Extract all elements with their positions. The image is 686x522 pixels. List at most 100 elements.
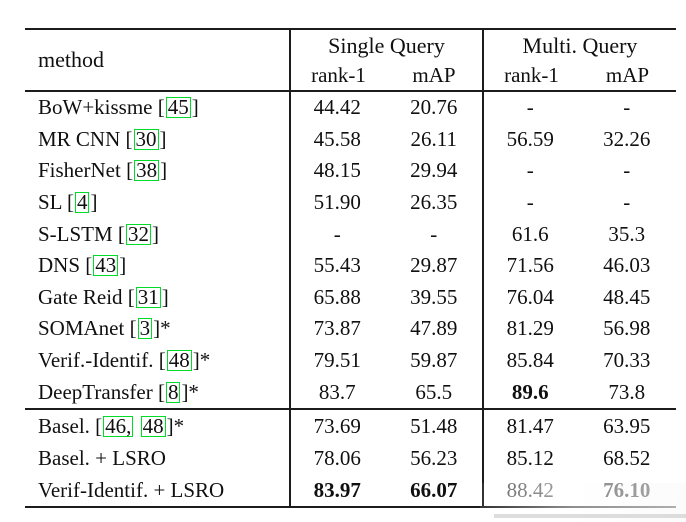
- method-text: SOMAnet [: [38, 316, 137, 341]
- table-row: Verif-Identif. + LSRO 83.97 66.07 88.42 76.1…: [25, 474, 676, 506]
- table-body-published-methods: BoW+kissme [45] 44.42 20.76- - MR CNN [30] 45…: [25, 92, 676, 408]
- value-cell-single_mAP: 39.55: [410, 284, 458, 309]
- method-cell: DeepTransfer [8]*: [25, 380, 289, 405]
- subheader-multi-map: mAP: [605, 63, 650, 87]
- value-cell-multi_mAP: -: [623, 190, 631, 215]
- citation-link[interactable]: 31: [135, 284, 161, 309]
- value-cell-multi_rank1: 85.84: [506, 348, 554, 373]
- table-row: Basel. [46, 48]* 73.69 51.48 81.47 63.95: [25, 410, 676, 442]
- value-cell-multi_rank1: 56.59: [506, 126, 554, 151]
- citation-link[interactable]: 48: [140, 413, 166, 438]
- value-cell-multi_rank1: 89.6: [511, 379, 549, 404]
- method-text: ]: [159, 126, 167, 151]
- value-cell-single_rank1: 51.90: [313, 190, 361, 215]
- value-cell-single_rank1: 44.42: [313, 95, 361, 120]
- value-cell-multi_rank1: -: [526, 158, 534, 183]
- method-cell: DNS [43]: [25, 253, 289, 278]
- value-cell-single_rank1: -: [333, 221, 341, 246]
- citation-link[interactable]: 30: [133, 126, 159, 151]
- method-text: MR CNN [: [38, 126, 133, 151]
- method-text: FisherNet [: [38, 158, 134, 183]
- method-text: ]: [160, 158, 168, 183]
- value-cell-single_mAP: 29.87: [410, 253, 458, 278]
- value-cell-single_mAP: 59.87: [410, 348, 458, 373]
- citation-link[interactable]: 46,: [103, 413, 134, 438]
- value-cell-multi_rank1: -: [526, 190, 534, 215]
- value-cell-multi_rank1: 61.6: [511, 221, 549, 246]
- value-cell-multi_mAP: 46.03: [603, 253, 651, 278]
- table-row: SL [4] 51.90 26.35 - -: [25, 187, 676, 219]
- multi-query-group-header: Multi. Query: [522, 33, 638, 58]
- method-text: Basel. + LSRO: [38, 445, 166, 470]
- method-text: Verif.-Identif. [: [38, 348, 166, 373]
- value-cell-multi_rank1: -: [526, 95, 534, 120]
- method-cell: SOMAnet [3]*: [25, 316, 289, 341]
- value-cell-single_rank1: 48.15: [313, 158, 361, 183]
- method-text: ]: [90, 190, 98, 215]
- method-text: BoW+kissme [: [38, 95, 165, 120]
- method-cell: FisherNet [38]: [25, 158, 289, 183]
- value-cell-multi_rank1: 88.42: [506, 477, 554, 502]
- table-row: BoW+kissme [45] 44.42 20.76 - -: [25, 92, 676, 124]
- citation-link[interactable]: 45: [165, 95, 191, 120]
- value-cell-multi_mAP: 35.3: [608, 221, 646, 246]
- value-cell-multi_rank1: 85.12: [506, 445, 554, 470]
- value-cell-multi_mAP: -: [623, 158, 631, 183]
- citation-link[interactable]: 32: [125, 221, 151, 246]
- table-header: method Single Query Multi. Query rank-1 …: [25, 30, 676, 90]
- method-cell: Gate Reid [31]: [25, 285, 289, 310]
- value-cell-multi_rank1: 71.56: [506, 253, 554, 278]
- value-cell-multi_mAP: 32.26: [603, 126, 651, 151]
- value-cell-multi_mAP: -: [623, 95, 631, 120]
- value-cell-multi_mAP: 73.8: [608, 379, 646, 404]
- method-text: SL [: [38, 190, 74, 215]
- subheader-single-map: mAP: [412, 63, 456, 87]
- method-text: Verif-Identif. + LSRO: [38, 477, 225, 502]
- table-group-rule: [25, 408, 676, 410]
- method-text: Basel. [: [38, 413, 103, 438]
- value-cell-single_rank1: 73.69: [313, 413, 361, 438]
- method-cell: Verif-Identif. + LSRO: [25, 478, 289, 503]
- value-cell-multi_rank1: 81.29: [506, 316, 554, 341]
- value-cell-single_mAP: -: [430, 221, 438, 246]
- citation-link[interactable]: 3: [137, 316, 153, 341]
- citation-link[interactable]: 48: [166, 348, 192, 373]
- value-cell-single_mAP: 26.11: [410, 126, 457, 151]
- citation-link[interactable]: 43: [93, 253, 119, 278]
- results-table: method Single Query Multi. Query rank-1 …: [25, 28, 676, 508]
- value-cell-single_mAP: 20.76: [410, 95, 458, 120]
- method-cell: Basel. [46, 48]*: [25, 414, 289, 439]
- table-row: Verif.-Identif. [48]* 79.51 59.87 85.84 70.3…: [25, 345, 676, 377]
- method-cell: MR CNN [30]: [25, 127, 289, 152]
- value-cell-multi_mAP: 70.33: [603, 348, 651, 373]
- method-text: ]: [191, 95, 199, 120]
- scan-artifact-line: [494, 514, 686, 518]
- table-row: Basel. + LSRO 78.06 56.23 85.12 68.52: [25, 442, 676, 474]
- value-cell-single_rank1: 73.87: [313, 316, 361, 341]
- method-text: Gate Reid [: [38, 284, 135, 309]
- method-cell: SL [4]: [25, 190, 289, 215]
- table-row: DNS [43] 55.43 29.87 71.56 46.03: [25, 250, 676, 282]
- table-row: DeepTransfer [8]* 83.7 65.5 89.6 73.8: [25, 376, 676, 408]
- value-cell-single_rank1: 79.51: [313, 348, 361, 373]
- value-cell-single_mAP: 29.94: [410, 158, 458, 183]
- table-top-rule: [25, 28, 676, 30]
- citation-link[interactable]: 8: [165, 379, 181, 404]
- value-cell-multi_rank1: 81.47: [506, 413, 554, 438]
- citation-link[interactable]: 38: [134, 158, 160, 183]
- table-bottom-rule: [25, 506, 676, 508]
- value-cell-multi_mAP: 76.10: [603, 477, 651, 502]
- citation-link[interactable]: 4: [74, 190, 90, 215]
- value-cell-single_rank1: 55.43: [313, 253, 361, 278]
- method-text: ]: [161, 284, 169, 309]
- value-cell-single_mAP: 47.89: [410, 316, 458, 341]
- method-cell: BoW+kissme [45]: [25, 95, 289, 120]
- value-cell-multi_mAP: 56.98: [603, 316, 651, 341]
- single-query-group-header: Single Query: [328, 33, 445, 58]
- method-text: [134, 414, 139, 438]
- subheader-single-rank1: rank-1: [311, 63, 366, 87]
- subheader-multi-rank1: rank-1: [504, 63, 559, 87]
- table-body-our-methods: Basel. [46, 48]* 73.69 51.48 81.47 63.95 Base…: [25, 410, 676, 506]
- method-text: S-LSTM [: [38, 221, 125, 246]
- table-vertical-rule-1: [289, 28, 291, 508]
